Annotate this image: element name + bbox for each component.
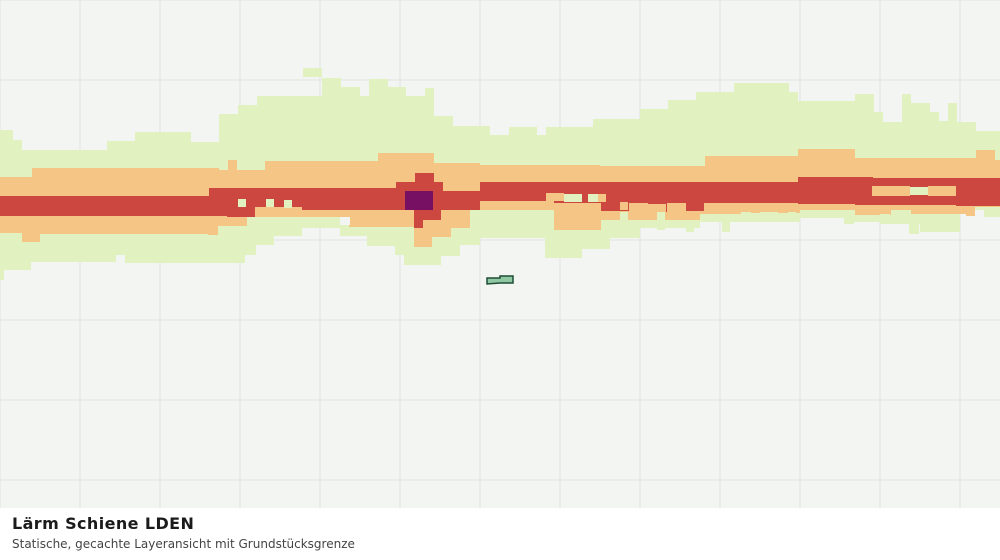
noise-patch-mid	[648, 204, 666, 212]
noise-patch-high	[414, 219, 423, 228]
noise-patch-low	[760, 212, 778, 222]
map-subtitle: Statische, gecachte Layeransicht mit Gru…	[12, 537, 355, 551]
noise-patch-low	[303, 68, 322, 77]
map-canvas	[0, 0, 1000, 508]
noise-patch-low	[284, 200, 292, 208]
noise-patch-low	[588, 194, 600, 202]
map-caption: Lärm Schiene LDEN Statische, gecachte La…	[0, 508, 1000, 560]
noise-patch-low	[788, 212, 796, 222]
noise-zone-high-band	[0, 173, 1000, 220]
noise-gap	[340, 217, 350, 225]
parcel-outline[interactable]	[486, 275, 514, 285]
noise-zone-max-cell	[405, 191, 433, 210]
parcel-boundary[interactable]	[486, 275, 514, 285]
noise-patch-low	[909, 214, 919, 234]
noise-patch-mid	[740, 204, 748, 212]
noise-patch-high	[227, 208, 246, 217]
noise-patch-low	[844, 214, 854, 224]
noise-patch-low	[984, 207, 1000, 217]
noise-patch-mid	[676, 204, 684, 212]
noise-patch-low	[910, 187, 928, 195]
noise-map[interactable]	[0, 0, 1000, 508]
noise-patch-mid	[598, 194, 606, 202]
noise-patch-low	[686, 222, 694, 232]
noise-patch-low	[0, 258, 4, 280]
map-title: Lärm Schiene LDEN	[12, 514, 195, 533]
noise-patch-low	[620, 212, 628, 230]
noise-patch-mid	[872, 186, 910, 196]
noise-patch-low	[266, 199, 274, 207]
noise-zone-high	[0, 173, 1000, 234]
noise-patch-mid	[760, 204, 778, 212]
noise-patch-mid	[788, 204, 796, 212]
noise-patch-mid	[928, 186, 956, 196]
noise-patch-low	[722, 222, 730, 232]
noise-zone-max	[405, 191, 433, 210]
noise-patch-mid	[704, 204, 722, 212]
noise-patch-low	[880, 214, 890, 224]
noise-patch-low	[741, 212, 751, 222]
noise-patch-low	[564, 194, 582, 202]
noise-patch-low	[657, 212, 665, 230]
noise-patch-mid	[546, 193, 564, 201]
noise-patch-low	[238, 199, 246, 207]
noise-patch-mid	[620, 202, 628, 210]
